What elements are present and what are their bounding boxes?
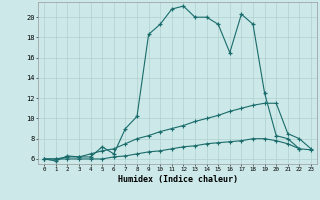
X-axis label: Humidex (Indice chaleur): Humidex (Indice chaleur) [118, 175, 238, 184]
